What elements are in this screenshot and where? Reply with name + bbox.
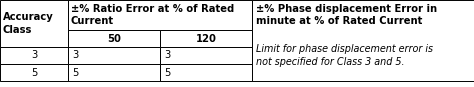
Text: 5: 5 — [72, 68, 78, 78]
Bar — [160, 64, 252, 81]
Text: 120: 120 — [196, 33, 217, 44]
Bar — [68, 0, 252, 30]
Bar — [68, 47, 160, 64]
Text: ±% Ratio Error at % of Rated
Current: ±% Ratio Error at % of Rated Current — [71, 4, 234, 26]
Text: 3: 3 — [164, 50, 170, 60]
Text: ±% Phase displacement Error in
minute at % of Rated Current: ±% Phase displacement Error in minute at… — [256, 4, 437, 26]
Bar — [68, 64, 160, 81]
Bar — [252, 0, 474, 81]
Bar — [160, 47, 252, 64]
Bar — [0, 0, 68, 47]
Text: Accuracy
Class: Accuracy Class — [3, 12, 54, 35]
Bar — [0, 64, 68, 81]
Text: 50: 50 — [107, 33, 121, 44]
Bar — [68, 30, 160, 47]
Text: 3: 3 — [72, 50, 78, 60]
Text: 3: 3 — [31, 50, 37, 60]
Bar — [0, 47, 68, 64]
Text: 5: 5 — [31, 68, 37, 78]
Bar — [160, 30, 252, 47]
Text: Limit for phase displacement error is
not specified for Class 3 and 5.: Limit for phase displacement error is no… — [256, 44, 433, 67]
Text: 5: 5 — [164, 68, 170, 78]
